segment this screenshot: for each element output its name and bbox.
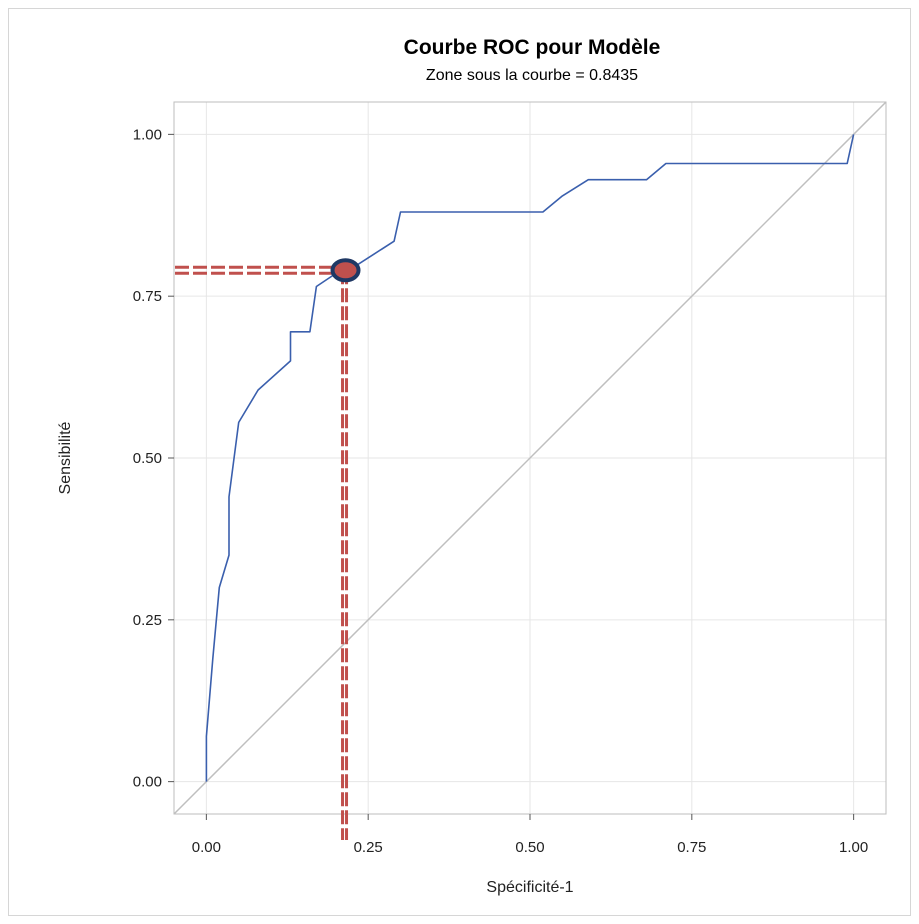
x-axis-label: Spécificité-1 xyxy=(486,879,573,896)
y-axis-label: Sensibilité xyxy=(57,421,74,494)
y-tick-label: 0.25 xyxy=(133,612,162,629)
chart-title: Courbe ROC pour Modèle xyxy=(404,36,661,59)
chart-frame xyxy=(8,8,911,916)
x-tick-label: 1.00 xyxy=(839,839,868,856)
x-tick-label: 0.50 xyxy=(515,839,544,856)
y-tick-label: 0.75 xyxy=(133,288,162,305)
highlight-layer xyxy=(175,258,361,840)
x-tick-label: 0.25 xyxy=(354,839,383,856)
grid xyxy=(174,102,886,814)
x-tick-label: 0.00 xyxy=(192,839,221,856)
x-axis-ticks: 0.00 0.25 0.50 0.75 1.00 xyxy=(192,814,868,856)
reference-diagonal-line xyxy=(173,101,887,815)
y-tick-label: 0.00 xyxy=(133,774,162,791)
chart-subtitle: Zone sous la courbe = 0.8435 xyxy=(426,67,638,84)
x-tick-label: 0.75 xyxy=(677,839,706,856)
highlight-point-marker xyxy=(330,258,361,283)
series-layer xyxy=(173,101,887,815)
y-axis-ticks: 0.00 0.25 0.50 0.75 1.00 xyxy=(133,126,174,791)
roc-curve-line xyxy=(205,134,855,782)
y-tick-label: 1.00 xyxy=(133,126,162,143)
y-tick-label: 0.50 xyxy=(133,450,162,467)
